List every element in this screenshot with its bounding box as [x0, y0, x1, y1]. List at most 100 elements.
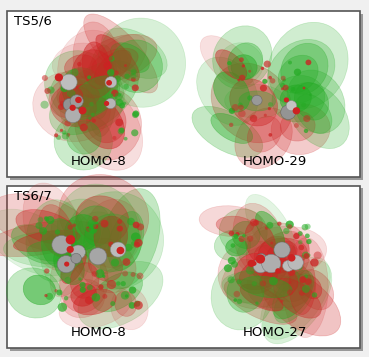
Circle shape [294, 105, 300, 110]
Circle shape [91, 113, 95, 117]
Ellipse shape [300, 275, 322, 299]
Circle shape [132, 85, 139, 91]
Circle shape [281, 76, 286, 81]
Circle shape [283, 79, 286, 82]
Circle shape [134, 239, 142, 247]
Circle shape [238, 102, 243, 107]
Circle shape [234, 291, 240, 297]
Circle shape [246, 266, 255, 275]
Circle shape [70, 77, 76, 84]
Ellipse shape [26, 200, 85, 282]
Circle shape [303, 87, 306, 90]
Circle shape [256, 264, 265, 272]
Circle shape [100, 220, 108, 227]
Circle shape [248, 260, 255, 267]
Ellipse shape [271, 104, 330, 155]
Ellipse shape [108, 211, 144, 271]
Ellipse shape [63, 80, 96, 108]
Ellipse shape [281, 43, 328, 94]
Circle shape [277, 259, 282, 263]
Circle shape [247, 235, 254, 242]
Circle shape [267, 261, 270, 264]
Ellipse shape [88, 249, 123, 281]
Circle shape [79, 107, 86, 114]
Circle shape [250, 219, 258, 226]
Circle shape [88, 226, 97, 234]
Ellipse shape [39, 205, 74, 257]
Circle shape [131, 69, 137, 75]
Circle shape [248, 70, 251, 73]
Ellipse shape [84, 14, 158, 93]
Circle shape [104, 101, 109, 106]
Circle shape [304, 253, 310, 259]
Circle shape [268, 76, 272, 79]
Circle shape [260, 281, 266, 287]
Ellipse shape [6, 268, 61, 318]
Ellipse shape [294, 82, 329, 120]
Ellipse shape [232, 221, 260, 248]
Circle shape [44, 216, 47, 220]
Ellipse shape [87, 45, 118, 137]
Ellipse shape [260, 268, 341, 336]
Circle shape [275, 268, 281, 273]
Ellipse shape [268, 22, 348, 109]
Ellipse shape [58, 30, 130, 112]
Ellipse shape [215, 50, 247, 80]
Circle shape [247, 95, 253, 101]
Circle shape [112, 136, 117, 140]
Circle shape [237, 279, 242, 284]
Circle shape [56, 135, 61, 140]
Circle shape [62, 132, 69, 140]
Circle shape [237, 79, 240, 81]
Ellipse shape [214, 230, 251, 261]
Circle shape [265, 226, 268, 230]
Ellipse shape [66, 192, 163, 289]
Circle shape [108, 242, 114, 247]
Circle shape [107, 97, 114, 103]
Ellipse shape [254, 238, 307, 269]
Circle shape [121, 291, 130, 300]
Circle shape [115, 99, 123, 106]
Circle shape [78, 277, 82, 281]
Circle shape [46, 293, 53, 300]
Circle shape [87, 220, 96, 228]
Ellipse shape [272, 270, 314, 319]
Text: HOMO-8: HOMO-8 [71, 155, 127, 168]
Ellipse shape [41, 219, 76, 267]
Circle shape [42, 75, 48, 81]
Circle shape [117, 93, 121, 97]
Ellipse shape [288, 82, 349, 149]
Circle shape [77, 62, 82, 66]
Circle shape [280, 300, 283, 303]
Circle shape [123, 258, 130, 266]
Circle shape [62, 130, 66, 135]
Circle shape [117, 247, 124, 254]
Circle shape [57, 256, 75, 273]
Ellipse shape [289, 256, 315, 315]
Circle shape [239, 57, 244, 62]
Ellipse shape [247, 116, 281, 152]
Circle shape [302, 285, 310, 293]
Circle shape [305, 224, 311, 230]
Circle shape [89, 248, 107, 265]
Ellipse shape [268, 39, 335, 104]
Circle shape [123, 84, 129, 89]
Circle shape [75, 97, 82, 103]
Ellipse shape [76, 95, 125, 149]
Bar [10, 188, 363, 351]
Ellipse shape [68, 76, 120, 120]
Circle shape [55, 74, 63, 81]
Ellipse shape [214, 72, 250, 112]
Ellipse shape [77, 212, 119, 251]
Ellipse shape [94, 216, 128, 257]
Circle shape [302, 252, 309, 259]
Circle shape [92, 216, 99, 222]
Ellipse shape [0, 193, 94, 252]
Ellipse shape [60, 252, 108, 313]
Circle shape [114, 76, 121, 82]
Ellipse shape [240, 284, 283, 311]
Circle shape [118, 128, 124, 135]
Ellipse shape [255, 211, 284, 250]
Ellipse shape [213, 26, 272, 89]
Circle shape [288, 254, 296, 262]
